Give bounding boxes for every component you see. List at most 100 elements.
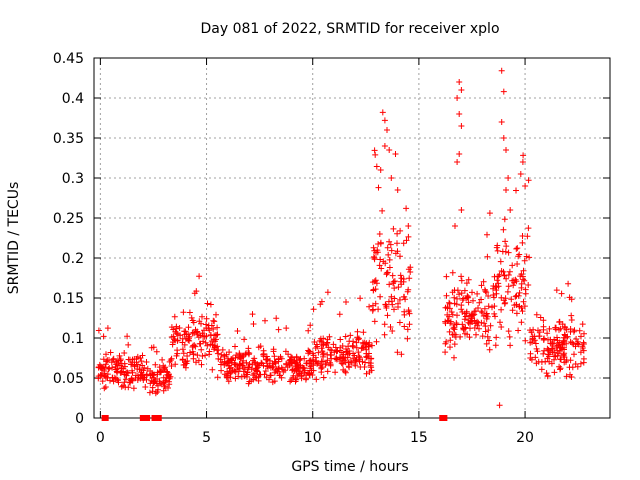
data-point (544, 355, 551, 362)
data-point (180, 350, 187, 357)
data-point (472, 320, 479, 327)
data-point (549, 340, 556, 347)
data-point (219, 346, 226, 353)
data-point (454, 159, 461, 165)
data-point (469, 289, 475, 296)
data-point (442, 318, 449, 325)
data-point (198, 346, 205, 353)
data-point (370, 287, 377, 294)
data-points (95, 67, 587, 421)
data-point (404, 326, 411, 333)
data-point (146, 389, 153, 396)
data-point (556, 339, 563, 346)
data-point (287, 378, 294, 385)
data-point (394, 230, 401, 237)
data-point (473, 331, 479, 338)
data-point (521, 257, 528, 264)
data-point (333, 355, 340, 362)
data-point (491, 303, 498, 310)
data-point (130, 385, 137, 392)
data-point (508, 296, 515, 303)
data-point (275, 368, 281, 375)
data-point (267, 357, 273, 364)
data-point (400, 240, 407, 247)
data-point (449, 269, 456, 276)
data-point (167, 357, 174, 364)
data-point (386, 281, 393, 288)
data-point (481, 305, 488, 312)
data-point (366, 359, 372, 366)
data-point (469, 311, 476, 318)
data-point (463, 280, 470, 287)
data-point (570, 341, 577, 348)
data-point (498, 306, 505, 313)
data-point (522, 286, 529, 293)
data-point (546, 325, 553, 332)
data-point (154, 389, 161, 395)
data-point (388, 175, 395, 181)
data-point (377, 167, 384, 173)
data-point (503, 147, 509, 153)
data-point (485, 303, 492, 310)
data-point (483, 289, 490, 296)
data-point (458, 302, 465, 309)
data-point (118, 360, 125, 367)
x-tick-label: 5 (202, 430, 211, 446)
data-point (557, 356, 564, 363)
data-point (496, 402, 503, 409)
data-point (209, 366, 216, 373)
data-point (129, 367, 135, 374)
data-point (482, 288, 489, 295)
data-point (394, 248, 401, 255)
data-point (458, 290, 465, 297)
data-point (398, 351, 405, 358)
data-point (540, 326, 547, 333)
x-tick-label: 20 (516, 430, 534, 446)
data-point (97, 372, 104, 378)
data-point (485, 293, 492, 299)
data-point (360, 329, 367, 336)
data-point (491, 273, 498, 280)
data-point (357, 364, 364, 370)
data-point (501, 216, 508, 223)
data-point (522, 183, 529, 189)
data-point (486, 337, 492, 344)
data-point (533, 311, 540, 318)
data-point (442, 349, 449, 356)
data-point (185, 324, 192, 331)
data-point (312, 345, 319, 351)
data-point (98, 363, 105, 370)
data-point (159, 356, 166, 363)
data-point (537, 314, 544, 321)
data-point (221, 352, 228, 359)
data-point (456, 291, 463, 298)
data-point (364, 353, 371, 360)
data-point (246, 361, 253, 367)
data-point (309, 350, 316, 357)
data-point (453, 320, 460, 327)
data-point (236, 351, 243, 358)
data-point (147, 368, 154, 374)
data-point (447, 318, 454, 325)
data-point (384, 244, 391, 251)
data-point (456, 151, 463, 157)
data-point (377, 239, 384, 246)
y-tick-label: 0.05 (53, 371, 84, 387)
data-point (404, 335, 411, 342)
data-point (294, 372, 301, 379)
data-point (168, 334, 175, 340)
data-point (514, 261, 521, 267)
data-point (185, 337, 192, 343)
data-point (459, 321, 466, 328)
data-point (110, 355, 117, 362)
data-point (104, 325, 111, 332)
data-point (519, 239, 526, 246)
data-point (549, 349, 556, 356)
zero-marker (155, 415, 162, 421)
data-point (344, 351, 351, 358)
data-point (558, 345, 565, 352)
data-point (320, 374, 327, 381)
data-point (567, 328, 574, 335)
data-point (541, 347, 548, 354)
